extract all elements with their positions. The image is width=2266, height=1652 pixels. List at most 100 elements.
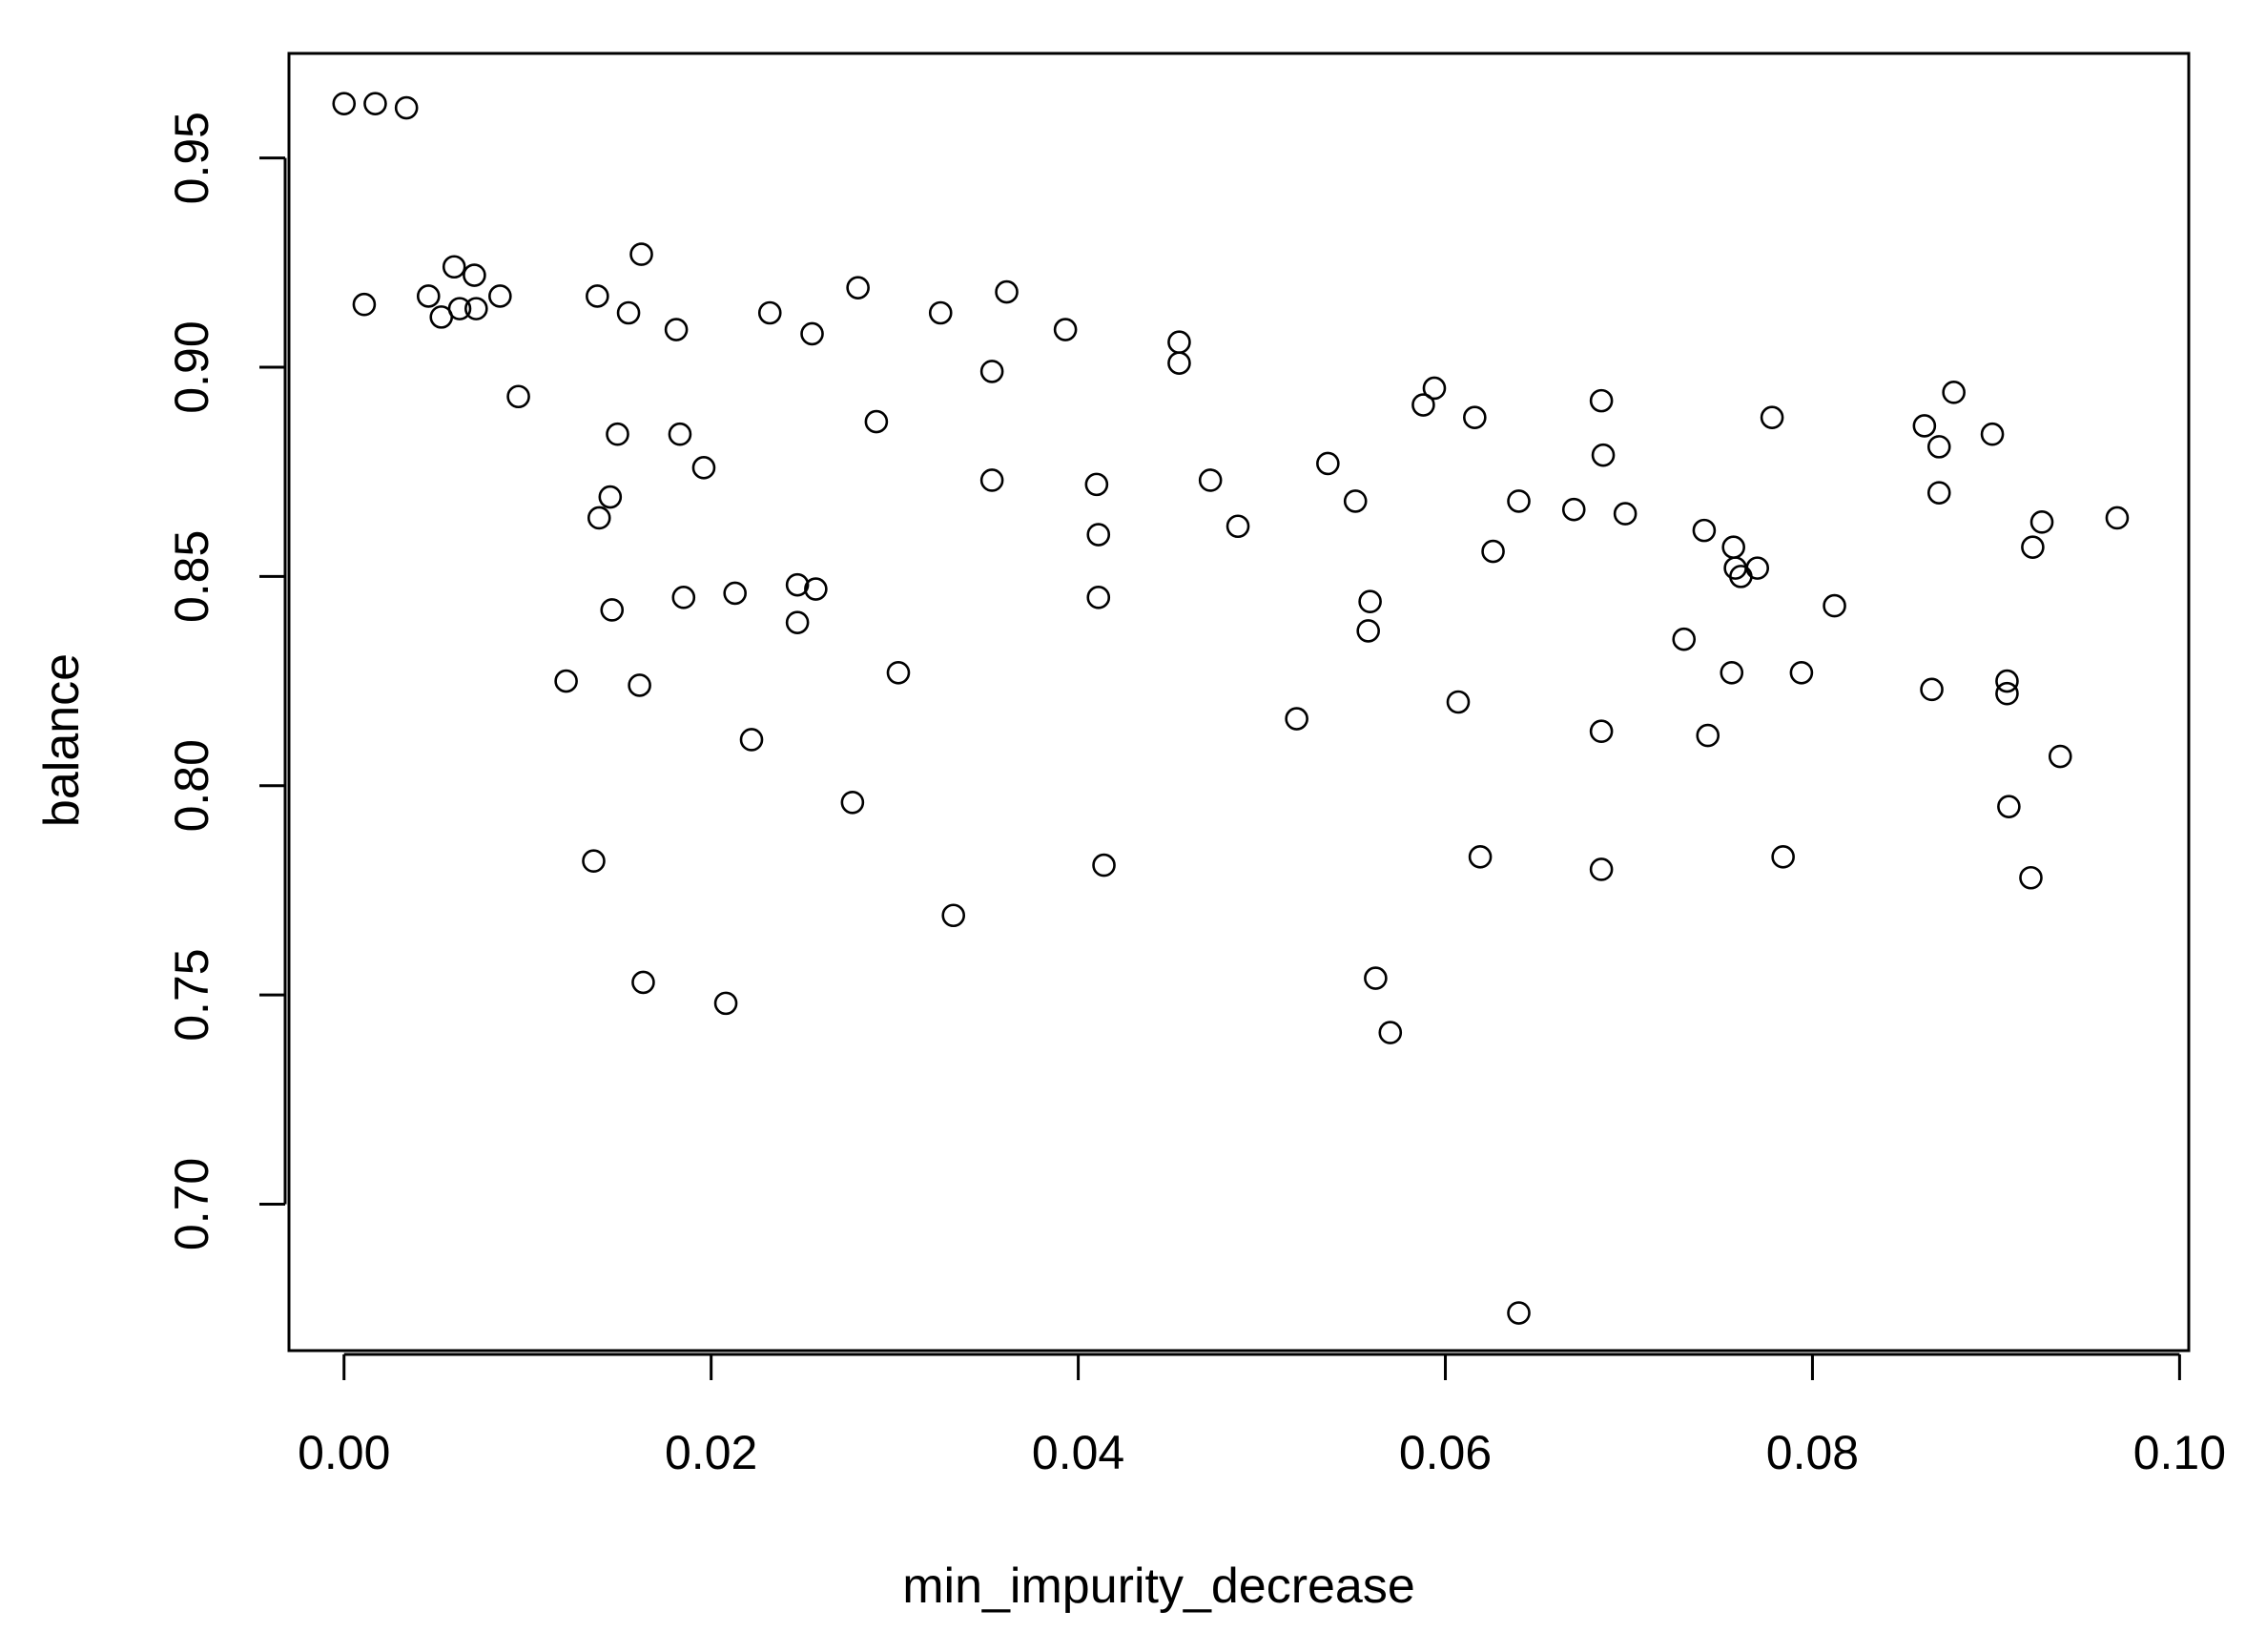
y-tick-label: 0.95: [165, 112, 218, 204]
data-point: [1823, 593, 1846, 618]
data-point: [1926, 435, 1951, 459]
data-point: [1343, 489, 1368, 513]
plot-frame: [287, 52, 2191, 1353]
data-point: [587, 506, 611, 530]
data-point: [1591, 443, 1616, 467]
y-tick-label: 0.85: [165, 530, 218, 623]
y-tick-label: 0.70: [165, 1158, 218, 1250]
data-point: [979, 360, 1004, 383]
data-point: [554, 669, 578, 693]
data-point: [1720, 660, 1744, 685]
data-point: [1468, 845, 1493, 869]
data-point: [1167, 351, 1191, 375]
data-point: [1561, 497, 1586, 522]
data-point: [785, 610, 810, 634]
data-point: [2019, 865, 2043, 890]
data-point: [442, 255, 466, 279]
data-point: [600, 598, 625, 622]
data-point: [2048, 744, 2072, 769]
data-point: [1789, 660, 1814, 685]
data-point: [598, 485, 623, 509]
data-point: [352, 292, 377, 317]
data-point: [800, 321, 824, 346]
data-point: [1995, 669, 2019, 693]
data-point: [363, 92, 387, 115]
data-point: [1745, 556, 1770, 580]
data-point: [2021, 535, 2045, 559]
y-tick-label: 0.75: [165, 948, 218, 1041]
x-tick-label: 0.00: [298, 1426, 390, 1479]
data-point: [995, 279, 1019, 304]
data-point: [582, 849, 606, 874]
data-point: [886, 660, 911, 685]
data-point: [1364, 966, 1388, 990]
data-point: [757, 300, 782, 325]
data-point: [1771, 845, 1795, 869]
data-point: [616, 300, 641, 325]
x-axis-label: min_impurity_decrease: [902, 1559, 1415, 1614]
x-tick-label: 0.02: [665, 1426, 757, 1479]
data-point: [691, 456, 716, 480]
data-point: [1942, 381, 1966, 404]
data-point: [1358, 589, 1382, 614]
data-point: [416, 284, 441, 308]
data-point: [1092, 853, 1116, 878]
data-point: [723, 581, 747, 606]
y-tick-label: 0.90: [165, 320, 218, 413]
x-axis: 0.00 0.02 0.04 0.06 0.08 0.10: [298, 1353, 2226, 1479]
data-point: [628, 673, 651, 697]
data-point: [1226, 514, 1250, 539]
data-point: [1912, 414, 1937, 438]
data-point: [2105, 506, 2130, 530]
data-point: [1507, 1301, 1531, 1325]
data-point: [864, 409, 889, 434]
data-point: [671, 586, 696, 609]
data-point: [928, 300, 953, 325]
data-point: [1589, 388, 1614, 413]
x-tick-label: 0.10: [2133, 1426, 2226, 1479]
data-point: [447, 297, 472, 320]
data-point: [1672, 627, 1697, 651]
y-axis-label: balance: [34, 653, 90, 827]
data-point: [394, 95, 419, 120]
x-tick-label: 0.06: [1399, 1426, 1492, 1479]
data-points: [332, 92, 2130, 1325]
data-point: [739, 728, 764, 752]
data-point: [1285, 707, 1308, 731]
data-point: [1198, 468, 1223, 492]
data-point: [1411, 393, 1435, 417]
data-point: [1589, 719, 1614, 744]
data-point: [1613, 502, 1638, 526]
data-point: [1926, 481, 1951, 505]
data-point: [1086, 523, 1111, 547]
data-point: [1463, 405, 1487, 429]
y-axis: 0.70 0.75 0.80 0.85 0.90 0.95: [165, 112, 287, 1250]
data-point: [941, 903, 966, 928]
y-tick-label: 0.80: [165, 739, 218, 832]
data-point: [1053, 318, 1078, 341]
data-point: [629, 242, 653, 266]
data-point: [1692, 518, 1717, 543]
data-point: [586, 284, 609, 308]
data-point: [506, 384, 530, 409]
data-point: [464, 297, 488, 320]
data-point: [1507, 489, 1531, 513]
data-point: [1589, 857, 1614, 881]
x-tick-label: 0.04: [1032, 1426, 1124, 1479]
data-point: [668, 422, 692, 446]
data-point: [463, 263, 486, 287]
data-point: [1696, 723, 1720, 748]
data-point: [1995, 681, 2019, 706]
data-point: [804, 577, 828, 601]
data-point: [713, 991, 738, 1016]
data-point: [840, 790, 865, 815]
data-point: [1378, 1021, 1403, 1044]
data-point: [1086, 586, 1111, 609]
data-point: [785, 572, 810, 597]
data-point: [979, 468, 1004, 492]
data-point: [1980, 422, 2005, 446]
data-point: [1721, 535, 1745, 559]
data-point: [631, 970, 655, 995]
data-point: [1422, 376, 1447, 401]
data-point: [1920, 677, 1944, 702]
